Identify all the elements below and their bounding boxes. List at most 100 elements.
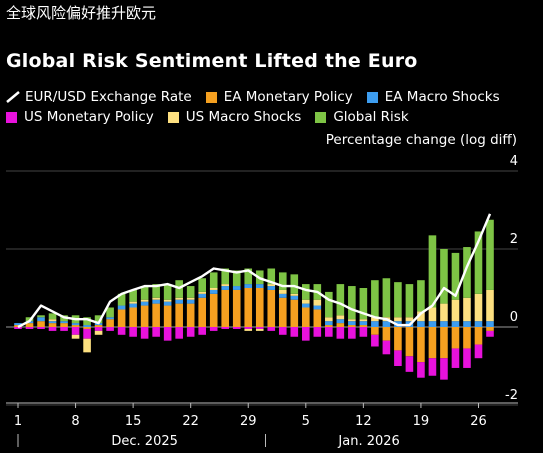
bar-us_monetary	[313, 327, 322, 337]
bar-ea_macro	[428, 321, 437, 327]
bar-ea_monetary	[37, 321, 45, 327]
bar-us_monetary	[25, 327, 34, 329]
bar-global_risk	[336, 284, 345, 316]
bar-us_monetary	[348, 327, 356, 339]
x-tick-label: 12	[355, 414, 372, 429]
bar-us_monetary	[371, 334, 379, 347]
bar-ea_monetary	[255, 288, 264, 327]
bar-ea_monetary	[140, 305, 149, 327]
bar-us_monetary	[83, 328, 91, 339]
bar-us_monetary	[405, 356, 414, 372]
bar-ea_monetary	[25, 323, 34, 327]
bar-ea_macro	[325, 321, 333, 326]
bar-us_macro	[71, 334, 80, 339]
bar-us_monetary	[60, 327, 68, 331]
bar-ea_monetary	[394, 327, 402, 351]
bar-global_risk	[232, 270, 241, 287]
legend-label-ea-monetary: EA Monetary Policy	[223, 89, 353, 105]
bar-us_macro	[440, 303, 448, 322]
bar-us_macro	[163, 299, 172, 302]
bar-us_macro	[336, 315, 345, 320]
bar-us_macro	[94, 330, 103, 335]
bar-us_macro	[428, 307, 437, 322]
bar-us_monetary	[140, 327, 149, 339]
bar-ea_macro	[37, 317, 45, 322]
month-label: Jan. 2026	[337, 434, 399, 449]
x-tick-label: 5	[302, 414, 310, 429]
x-tick-label: 1	[14, 414, 22, 429]
bar-us_macro	[48, 319, 57, 322]
bar-ea_monetary	[278, 297, 287, 327]
bar-us_monetary	[325, 327, 333, 337]
bar-us_monetary	[244, 327, 253, 329]
x-axis: 1 8 15 22 29 5 12 19 26 Dec. 2025 Jan. 2026	[6, 402, 518, 449]
bar-ea_macro	[348, 321, 356, 326]
bar-us_monetary	[255, 327, 264, 329]
y-tick-label: 2	[510, 232, 518, 247]
swatch-us-monetary	[6, 111, 17, 123]
bar-global_risk	[163, 284, 172, 300]
bar-ea_macro	[117, 305, 126, 310]
bar-ea_macro	[83, 325, 91, 327]
swatch-us-macro	[167, 111, 179, 123]
bar-ea_macro	[48, 321, 57, 324]
bar-global_risk	[37, 315, 45, 318]
bar-us_macro	[348, 319, 356, 322]
bar-ea_monetary	[221, 289, 230, 327]
bar-ea_monetary	[405, 327, 414, 357]
bar-ea_macro	[232, 286, 241, 290]
legend-label-us-monetary: US Monetary Policy	[24, 109, 154, 125]
bar-ea_monetary	[336, 323, 345, 327]
bar-ea_monetary	[60, 323, 68, 327]
bar-us_macro	[417, 311, 425, 322]
bar-global_risk	[129, 289, 137, 302]
bar-ea_monetary	[163, 305, 172, 327]
bar-ea_macro	[302, 303, 310, 308]
bar-ea_monetary	[348, 325, 356, 327]
bar-ea_macro	[129, 303, 137, 308]
bar-global_risk	[106, 307, 114, 318]
legend-item-ea-macro: EA Macro Shocks	[366, 89, 500, 105]
bar-global_risk	[486, 219, 494, 290]
legend-item-eurusd: EUR/USD Exchange Rate	[6, 89, 192, 105]
bar-ea_monetary	[440, 327, 448, 359]
bar-ea_monetary	[451, 327, 460, 349]
bar-us_macro	[175, 297, 183, 300]
bar-ea_macro	[313, 305, 322, 310]
bar-us_monetary	[474, 344, 483, 359]
x-tick-label: 19	[413, 414, 430, 429]
bar-us_monetary	[163, 327, 172, 341]
bar-us_monetary	[267, 327, 276, 331]
bar-global_risk	[325, 291, 333, 318]
bar-global_risk	[290, 274, 299, 294]
bar-us_monetary	[336, 327, 345, 339]
swatch-ea-macro	[366, 91, 378, 103]
bar-ea_monetary	[117, 309, 126, 327]
bar-ea_monetary	[463, 327, 471, 349]
bar-us_macro	[267, 284, 276, 287]
y-tick-labels: 4 2 0 -2	[505, 154, 518, 403]
bar-global_risk	[186, 286, 195, 298]
bar-ea_macro	[198, 293, 206, 298]
x-tick-label: 15	[125, 414, 142, 429]
bar-ea_monetary	[94, 325, 103, 327]
bar-global_risk	[221, 268, 230, 285]
bar-ea_monetary	[382, 327, 391, 341]
bar-us_macro	[278, 289, 287, 294]
bar-us_monetary	[302, 327, 310, 341]
bar-us_monetary	[428, 358, 437, 376]
bar-ea_macro	[451, 321, 460, 327]
x-tick-label: 22	[182, 414, 199, 429]
bar-ea_macro	[106, 317, 114, 320]
bar-global_risk	[117, 293, 126, 306]
bar-us_macro	[325, 317, 333, 322]
y-tick-label: 4	[510, 154, 518, 169]
bar-ea_monetary	[290, 299, 299, 327]
bar-ea_macro	[474, 321, 483, 327]
bar-ea_monetary	[129, 307, 137, 327]
bar-global_risk	[428, 235, 437, 308]
bar-ea_monetary	[474, 327, 483, 345]
y-axis-label: Percentage change (log diff)	[325, 132, 517, 148]
bar-us_monetary	[232, 327, 241, 329]
bar-us_monetary	[48, 327, 57, 331]
